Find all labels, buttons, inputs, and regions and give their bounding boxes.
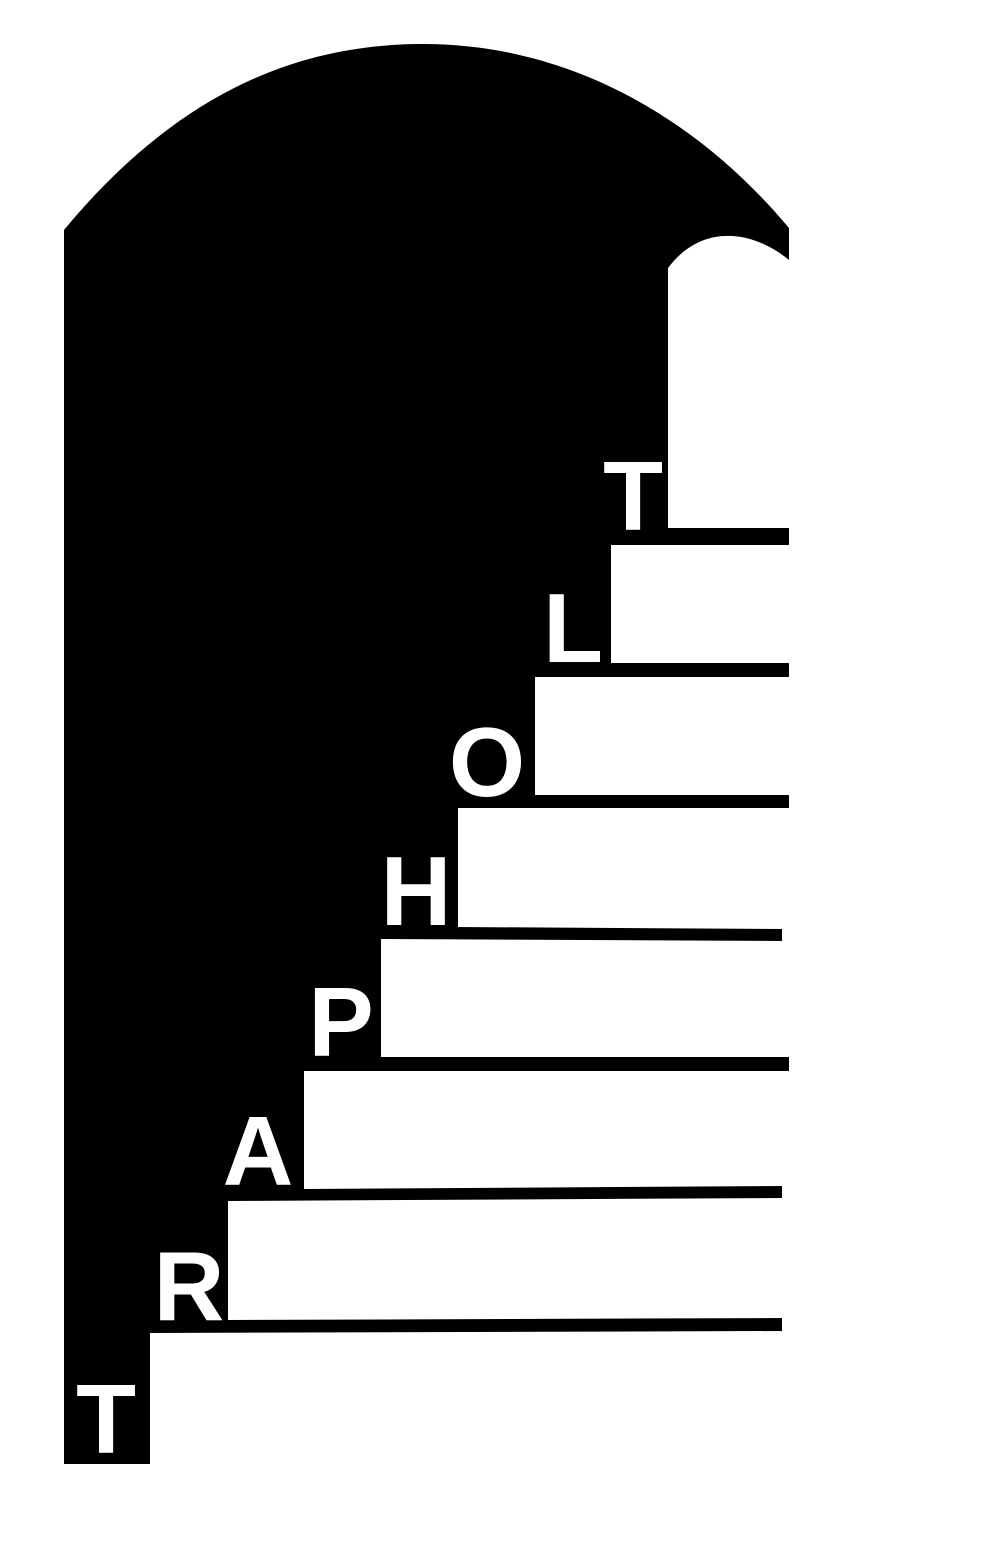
- letter-o: O: [449, 707, 525, 817]
- letter-h: H: [381, 836, 452, 946]
- letter-l: L: [543, 573, 603, 683]
- letter-p: P: [308, 967, 373, 1077]
- arch-silhouette: [64, 43, 789, 1464]
- letter-a: A: [223, 1096, 294, 1206]
- letter-r: R: [154, 1231, 225, 1341]
- letter-t-1: T: [76, 1364, 136, 1474]
- letter-t-2: T: [603, 441, 663, 551]
